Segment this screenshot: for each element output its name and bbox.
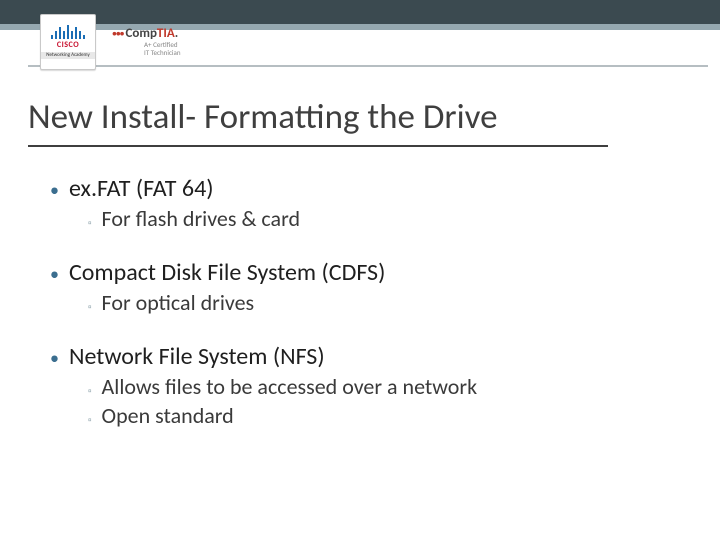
comptia-suffix: . [175, 26, 178, 41]
cisco-sublabel: Networking Academy [41, 52, 95, 59]
section-item: Open standard [102, 402, 234, 429]
comptia-brand-b: TIA [157, 26, 175, 41]
bullet-l2: ▫ Allows files to be accessed over a net… [88, 373, 670, 400]
content: • ex.FAT (FAT 64) ▫ For flash drives & c… [50, 174, 670, 455]
bullet-square-icon: ▫ [88, 413, 92, 426]
bullet-dot-icon: • [50, 346, 59, 370]
cisco-logo: CISCO Networking Academy [40, 14, 96, 70]
bullet-square-icon: ▫ [88, 384, 92, 397]
section-item: For optical drives [102, 289, 255, 316]
bullet-square-icon: ▫ [88, 216, 92, 229]
cisco-bars-icon [51, 25, 85, 39]
section-item: For flash drives & card [102, 205, 300, 232]
topbar-rule [28, 65, 708, 67]
section-item: Allows files to be accessed over a netwo… [102, 373, 478, 400]
bullet-l2: ▫ For flash drives & card [88, 205, 670, 232]
section-nfs: • Network File System (NFS) ▫ Allows fil… [50, 342, 670, 429]
topbar [0, 0, 720, 62]
title-underline [28, 145, 608, 147]
bullet-l2: ▫ Open standard [88, 402, 670, 429]
bullet-dot-icon: • [50, 262, 59, 286]
page-title: New Install- Formatting the Drive [28, 96, 498, 138]
topbar-dark-strip [0, 0, 720, 24]
bullet-l1: • Network File System (NFS) [50, 342, 670, 371]
slide: CISCO Networking Academy ●●● CompTIA. A+… [0, 0, 720, 540]
bullet-dot-icon: • [50, 178, 59, 202]
bullet-square-icon: ▫ [88, 300, 92, 313]
comptia-logo: ●●● CompTIA. A+ Certified IT Technician [112, 26, 181, 62]
section-exfat: • ex.FAT (FAT 64) ▫ For flash drives & c… [50, 174, 670, 232]
bullet-l2: ▫ For optical drives [88, 289, 670, 316]
comptia-dots-icon: ●●● [112, 29, 124, 39]
section-heading: Compact Disk File System (CDFS) [69, 258, 385, 287]
comptia-brand-a: Comp [126, 26, 157, 41]
cisco-label: CISCO [57, 40, 79, 50]
section-heading: Network File System (NFS) [69, 342, 325, 371]
topbar-light-strip [0, 24, 720, 30]
comptia-brand: CompTIA. [126, 26, 179, 41]
section-cdfs: • Compact Disk File System (CDFS) ▫ For … [50, 258, 670, 316]
bullet-l1: • Compact Disk File System (CDFS) [50, 258, 670, 287]
comptia-row: ●●● CompTIA. [112, 26, 181, 41]
comptia-sub2: IT Technician [144, 49, 181, 57]
section-heading: ex.FAT (FAT 64) [69, 174, 214, 203]
bullet-l1: • ex.FAT (FAT 64) [50, 174, 670, 203]
